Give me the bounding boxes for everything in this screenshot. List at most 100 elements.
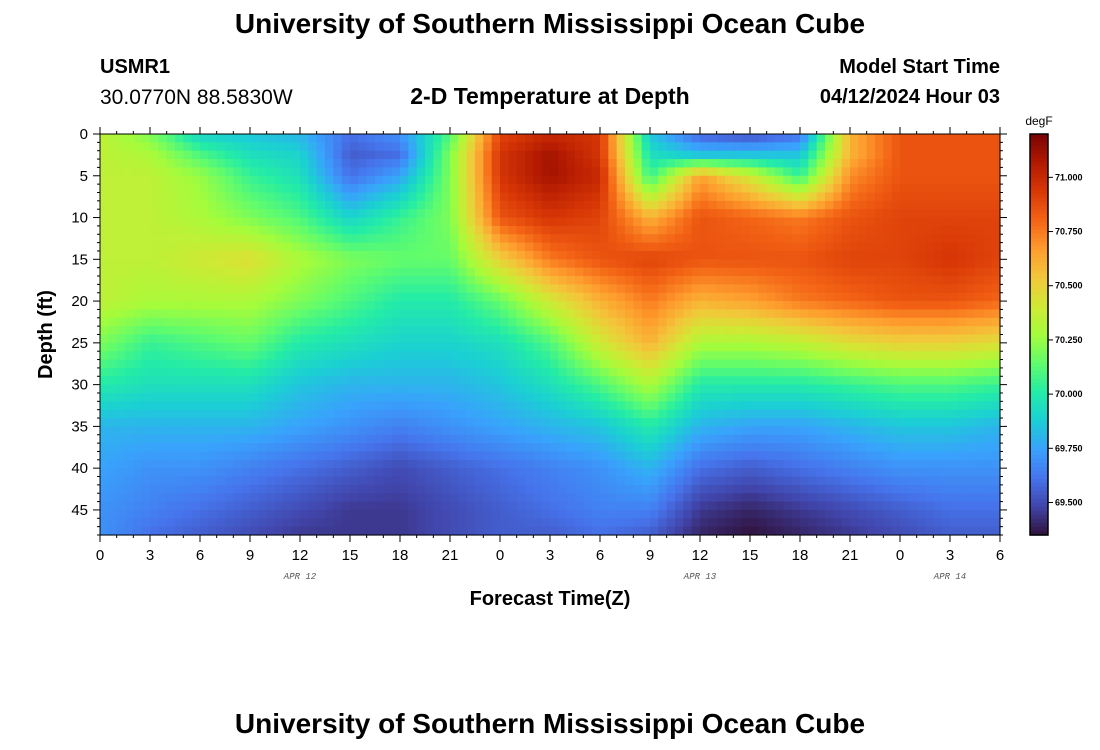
heatmap-cell [316, 409, 326, 419]
heatmap-cell [100, 175, 109, 185]
heatmap-cell [658, 301, 668, 311]
heatmap-cell [466, 334, 476, 344]
heatmap-cell [800, 134, 809, 143]
heatmap-cell [583, 468, 593, 478]
heatmap-cell [533, 142, 543, 152]
heatmap-cell [391, 192, 401, 202]
heatmap-cell [675, 284, 684, 294]
heatmap-cell [850, 225, 859, 235]
heatmap-cell [541, 192, 551, 202]
heatmap-cell [400, 493, 409, 503]
heatmap-cell [475, 401, 484, 411]
heatmap-cell [108, 501, 118, 511]
heatmap-cell [825, 284, 834, 294]
heatmap-cell [275, 167, 284, 177]
heatmap-cell [708, 276, 718, 285]
heatmap-cell [225, 409, 234, 419]
heatmap-cell [475, 292, 484, 302]
heatmap-cell [433, 476, 443, 486]
heatmap-cell [925, 351, 934, 361]
heatmap-cell [783, 167, 793, 177]
heatmap-cell [891, 451, 901, 461]
heatmap-cell [883, 234, 893, 244]
heatmap-cell [916, 276, 926, 285]
heatmap-cell [175, 459, 184, 469]
heatmap-cell [458, 184, 468, 194]
heatmap-cell [500, 159, 509, 169]
heatmap-cell [375, 392, 384, 402]
heatmap-cell [500, 175, 509, 185]
heatmap-cell [991, 476, 1001, 486]
heatmap-cell [191, 200, 201, 210]
heatmap-cell [433, 376, 443, 386]
heatmap-cell [733, 317, 743, 327]
heatmap-cell [383, 409, 393, 419]
heatmap-cell [241, 518, 251, 528]
heatmap-cell [800, 501, 809, 511]
heatmap-cell [683, 484, 693, 494]
heatmap-cell [641, 359, 651, 369]
heatmap-cell [866, 217, 876, 227]
heatmap-cell [450, 401, 459, 411]
heatmap-cell [675, 426, 684, 436]
heatmap-cell [850, 409, 859, 419]
heatmap-cell [408, 468, 418, 478]
heatmap-cell [808, 301, 818, 311]
heatmap-cell [166, 175, 176, 185]
heatmap-cell [241, 434, 251, 444]
heatmap-cell [458, 468, 468, 478]
heatmap-cell [200, 209, 209, 219]
heatmap-cell [558, 225, 568, 235]
heatmap-cell [725, 309, 734, 319]
heatmap-cell [750, 418, 759, 427]
heatmap-cell [366, 326, 376, 336]
heatmap-cell [116, 493, 126, 503]
heatmap-cell [458, 509, 468, 519]
heatmap-cell [541, 484, 551, 494]
heatmap-cell [925, 326, 934, 336]
heatmap-cell [716, 468, 726, 478]
heatmap-cell [575, 184, 584, 194]
heatmap-cell [908, 175, 918, 185]
heatmap-cell [658, 192, 668, 202]
heatmap-cell [566, 292, 576, 302]
heatmap-cell [708, 484, 718, 494]
heatmap-cell [325, 184, 334, 194]
heatmap-cell [800, 384, 809, 394]
heatmap-cell [758, 167, 768, 177]
heatmap-cell [325, 317, 334, 327]
heatmap-cell [658, 309, 668, 319]
heatmap-cell [241, 234, 251, 244]
heatmap-cell [100, 225, 109, 235]
heatmap-cell [491, 367, 501, 377]
heatmap-cell [375, 159, 384, 169]
heatmap-cell [441, 493, 451, 503]
heatmap-cell [583, 501, 593, 511]
heatmap-cell [966, 401, 976, 411]
heatmap-cell [666, 184, 676, 194]
heatmap-cell [858, 142, 868, 152]
heatmap-cell [208, 434, 218, 444]
heatmap-cell [250, 418, 259, 427]
heatmap-cell [725, 351, 734, 361]
heatmap-cell [808, 493, 818, 503]
heatmap-cell [966, 342, 976, 352]
heatmap-cell [583, 309, 593, 319]
heatmap-cell [408, 334, 418, 344]
heatmap-cell [808, 501, 818, 511]
heatmap-cell [350, 242, 359, 252]
heatmap-cell [300, 326, 309, 336]
heatmap-cell [458, 359, 468, 369]
heatmap-cell [475, 309, 484, 319]
heatmap-cell [241, 209, 251, 219]
heatmap-cell [900, 443, 909, 453]
heatmap-cell [366, 284, 376, 294]
heatmap-cell [683, 134, 693, 143]
heatmap-cell [841, 159, 851, 169]
heatmap-cell [591, 434, 601, 444]
heatmap-cell [675, 384, 684, 394]
heatmap-cell [683, 284, 693, 294]
heatmap-cell [291, 359, 301, 369]
heatmap-cell [558, 276, 568, 285]
heatmap-cell [516, 392, 526, 402]
